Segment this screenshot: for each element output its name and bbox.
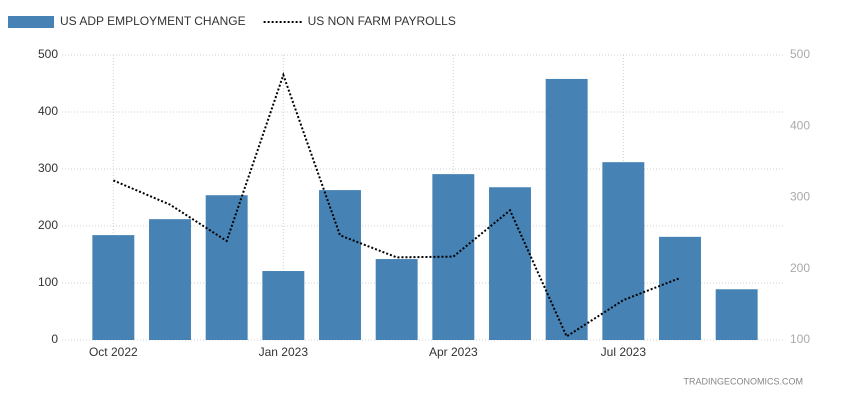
line bbox=[112, 71, 681, 338]
legend-label: US ADP EMPLOYMENT CHANGE bbox=[60, 14, 246, 28]
y2-tick-label: 200 bbox=[790, 261, 810, 275]
bar bbox=[205, 195, 248, 340]
bar bbox=[602, 162, 645, 340]
bar bbox=[715, 289, 758, 340]
y-tick-label: 200 bbox=[38, 218, 58, 232]
y2-tick-label: 100 bbox=[790, 332, 810, 346]
y2-tick-label: 400 bbox=[790, 118, 810, 132]
y2-tick-label: 500 bbox=[790, 47, 810, 61]
y-tick-label: 500 bbox=[38, 47, 58, 61]
x-tick-label: Oct 2022 bbox=[89, 345, 138, 359]
y-tick-label: 0 bbox=[51, 332, 58, 346]
bar bbox=[149, 219, 191, 340]
y-tick-label: 100 bbox=[38, 275, 58, 289]
legend-swatch bbox=[8, 16, 54, 28]
x-tick-label: Jan 2023 bbox=[259, 345, 309, 359]
source-note: TRADINGECONOMICS.COM bbox=[683, 376, 803, 386]
bar bbox=[319, 190, 361, 340]
y2-tick-label: 300 bbox=[790, 190, 810, 204]
y-tick-label: 300 bbox=[38, 161, 58, 175]
y-tick-label: 400 bbox=[38, 104, 58, 118]
x-tick-label: Apr 2023 bbox=[429, 345, 478, 359]
bar bbox=[489, 187, 531, 340]
bar bbox=[659, 236, 701, 340]
bar bbox=[545, 78, 588, 340]
legend-label: US NON FARM PAYROLLS bbox=[308, 14, 456, 28]
bar bbox=[262, 271, 305, 340]
x-tick-label: Jul 2023 bbox=[601, 345, 647, 359]
bar bbox=[375, 259, 418, 340]
bar bbox=[92, 235, 135, 340]
